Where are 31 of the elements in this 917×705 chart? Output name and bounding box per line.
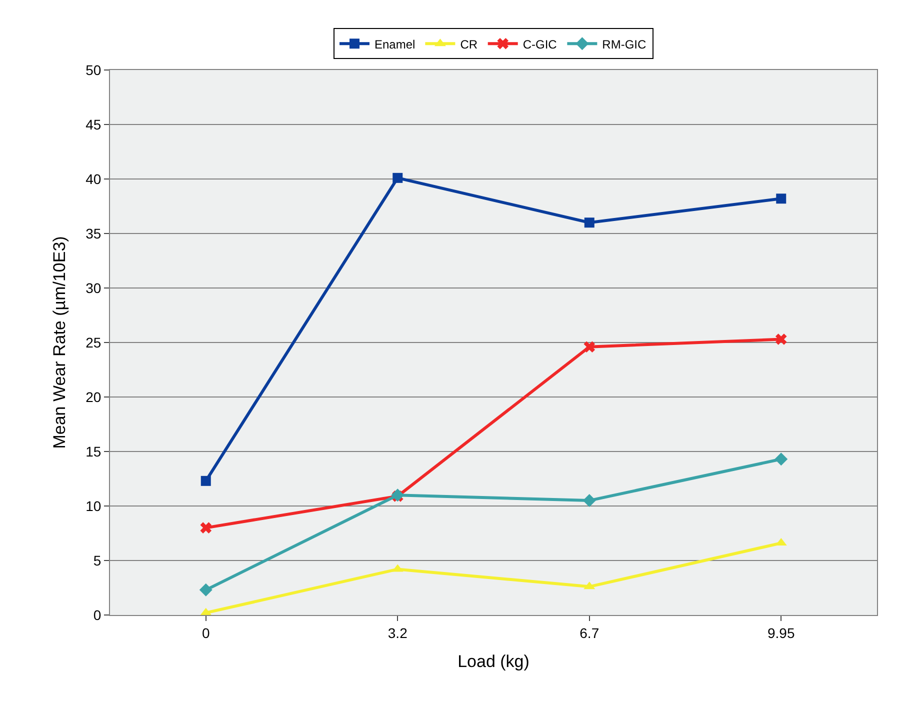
y-tick-label: 50 [86, 62, 102, 78]
point [774, 452, 788, 466]
x-tick-label: 9.95 [768, 624, 795, 641]
y-tick-label: 40 [86, 170, 102, 187]
y-tick-label: 15 [86, 443, 102, 460]
x-tick-label: 6.7 [580, 624, 600, 641]
point [775, 334, 787, 345]
y-tick-label: 5 [93, 552, 102, 568]
point [392, 172, 403, 183]
legend-label: CR [460, 37, 478, 52]
point [200, 522, 212, 534]
y-tick-label: 10 [86, 498, 102, 514]
point [584, 341, 596, 353]
y-tick-label: 35 [86, 225, 102, 242]
legend-label: C-GIC [522, 37, 558, 52]
legend-label: RM-GIC [602, 37, 647, 52]
point [776, 194, 786, 204]
y-tick-label: 20 [86, 388, 102, 405]
x-tick-label: 3.2 [388, 624, 408, 641]
point [582, 494, 596, 508]
y-tick-label: 25 [86, 334, 102, 350]
y-axis-title: Mean Wear Rate (µm/10E3) [50, 236, 70, 449]
point [584, 218, 594, 228]
y-tick-label: 0 [93, 606, 102, 623]
x-axis-title: Load (kg) [458, 652, 530, 672]
y-tick-label: 45 [86, 116, 102, 132]
point [199, 583, 212, 596]
y-tick-label: 30 [86, 280, 102, 296]
x-tick-label: 0 [202, 624, 210, 641]
legend-label: Enamel [374, 37, 416, 52]
point [200, 476, 211, 486]
